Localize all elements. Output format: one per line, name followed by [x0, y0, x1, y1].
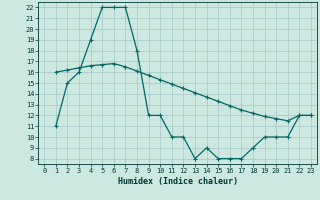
X-axis label: Humidex (Indice chaleur): Humidex (Indice chaleur) — [118, 177, 238, 186]
